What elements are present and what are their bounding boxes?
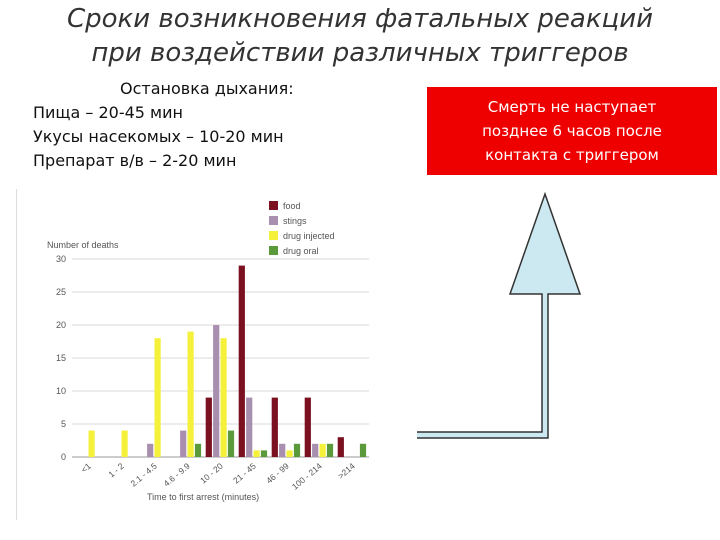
x-tick-label: 100 - 214 [290,461,324,492]
bar-drug-oral [194,443,202,457]
y-axis-label: Number of deaths [47,240,119,250]
bar-drug-injected [154,338,161,457]
bar-drug-injected [220,338,227,457]
y-tick-label: 15 [56,353,66,363]
legend-swatch [269,216,278,225]
y-tick-label: 30 [56,254,66,264]
x-tick-label: 1 - 2 [106,461,126,480]
bar-drug-injected [253,450,260,457]
slide-title-line2: при воздействии различных триггеров [91,38,629,68]
bar-drug-injected [121,430,128,457]
arrow-shape [385,191,582,439]
bar-drug-injected [286,450,293,457]
bar-drug-oral [260,450,268,457]
bar-stings [180,430,187,457]
resp-line-food: Пища – 20-45 мин [33,103,183,122]
x-axis-label: Time to first arrest (minutes) [147,492,259,502]
bar-food [271,397,278,457]
bar-chart: 0 5 10 15 20 25 30 Number of deaths Time to firs… [47,201,369,502]
bar-drug-injected [187,331,194,457]
bar-drug-oral [293,443,301,457]
bar-food [337,437,344,457]
chart-panel: 0 5 10 15 20 25 30 Number of deaths Time to firs… [16,189,417,520]
bar-drug-injected [88,430,95,457]
bar-food [304,397,311,457]
note-line-2: позднее 6 часов после [482,122,662,140]
bar-stings [279,443,286,457]
legend-swatch [269,201,278,210]
y-tick-label: 25 [56,287,66,297]
bar-stings [246,397,253,457]
red-note-box: Смерть не наступает позднее 6 часов посл… [427,87,717,175]
y-tick-label: 20 [56,320,66,330]
note-line-1: Смерть не наступает [487,98,657,116]
legend-swatch [269,231,278,240]
x-tick-label: >214 [336,461,357,481]
x-tick-label: 21 - 45 [231,461,258,486]
bar-drug-oral [326,443,334,457]
bar-food [205,397,212,457]
y-tick-label: 10 [56,386,66,396]
bar-stings [312,443,319,457]
legend-label: drug oral [283,246,319,256]
bar-drug-oral [359,443,367,457]
legend-label: stings [283,216,307,226]
y-tick-label: 5 [61,419,66,429]
resp-line-drug: Препарат в/в – 2-20 мин [33,151,237,170]
x-tick-label: 2.1 - 4.5 [128,461,159,489]
x-tick-label: 10 - 20 [198,461,225,486]
legend-swatch [269,246,278,255]
note-line-3: контакта с триггером [485,146,659,164]
bar-food [238,265,245,457]
legend-label: drug injected [283,231,335,241]
bar-stings [213,325,220,457]
legend-label: food [283,201,301,211]
x-tick-label: 46 - 99 [264,461,291,486]
x-tick-label: 4.6 - 9.9 [161,461,192,489]
respiratory-arrest-header: Остановка дыхания: [120,79,294,98]
y-tick-label: 0 [61,452,66,462]
bar-stings [147,443,154,457]
x-tick-label: <1 [79,461,93,475]
bar-drug-oral [227,430,235,457]
bar-drug-injected [319,443,326,457]
resp-line-stings: Укусы насекомых – 10-20 мин [33,127,284,146]
slide-title-line1: Сроки возникновения фатальных реакций [66,4,654,34]
